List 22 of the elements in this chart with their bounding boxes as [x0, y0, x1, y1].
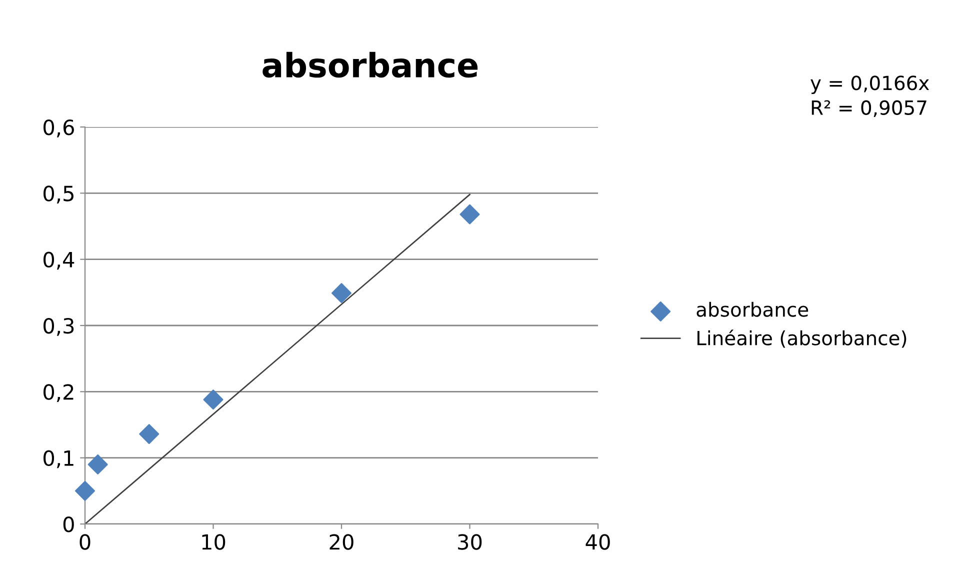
x-tick-label: 30 [458, 534, 482, 550]
y-tick-label: 0,3 [44, 318, 74, 336]
x-tick-label: 40 [586, 534, 610, 550]
x-tick-label: 0 [80, 534, 90, 550]
y-tick-label: 0,2 [44, 384, 74, 402]
x-tick-label: 10 [202, 534, 226, 550]
y-tick-label: 0,5 [44, 186, 74, 204]
point [460, 204, 480, 224]
y-tick-label: 0,1 [44, 450, 74, 468]
legend-label: absorbance [696, 302, 808, 317]
y-tick-label: 0,6 [44, 119, 74, 138]
point [74, 480, 96, 501]
chart-title: absorbance [262, 52, 478, 78]
y-tick-label: 0 [63, 516, 74, 532]
x-tick-label: 20 [330, 534, 354, 550]
point [203, 390, 224, 410]
y-tick-label: 0,4 [44, 252, 74, 270]
text: y = 0,0166x R² = 0,9057 [810, 76, 930, 117]
point [331, 283, 352, 304]
point [88, 454, 108, 474]
point [139, 424, 160, 444]
legend-label: Linéaire (absorbance) [698, 330, 906, 348]
